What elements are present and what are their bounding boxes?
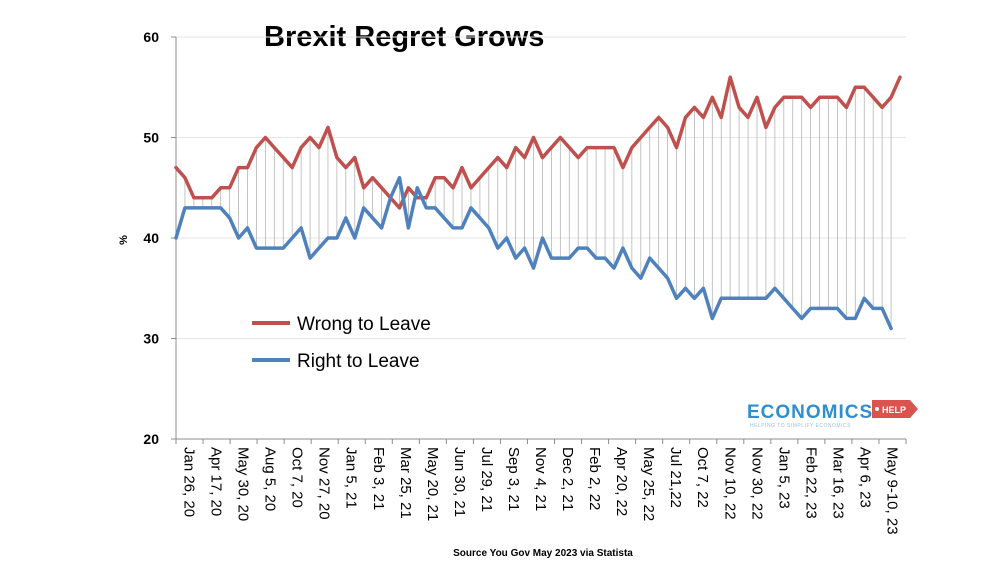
y-tick-label-40: 40 <box>143 230 159 246</box>
series-lines <box>174 75 902 331</box>
x-tick-label: Mar 16, 23 <box>829 447 846 519</box>
x-tick-label: Feb 22, 23 <box>802 447 819 519</box>
x-tick-label: Jul 21,22 <box>667 447 684 508</box>
x-tick-label: Apr 20, 22 <box>613 447 630 516</box>
x-tick-label: May 30, 20 <box>235 447 252 521</box>
x-tick-label: Jan 5, 23 <box>775 447 792 509</box>
x-tick-labels: Jan 26, 20 Apr 17, 20 May 30, 20 Aug 5, 20 O… <box>181 447 901 535</box>
y-tick-label-30: 30 <box>143 331 159 347</box>
x-tick-label: Nov 4, 21 <box>532 447 549 511</box>
logo-badge-shape <box>872 400 918 418</box>
x-tick-label: Nov 30, 22 <box>748 447 765 520</box>
x-tick-label: Mar 25, 21 <box>397 447 414 519</box>
x-tick-label: Sep 3, 21 <box>505 447 522 511</box>
legend: Wrong to Leave Right to Leave <box>252 314 431 372</box>
logo-tagline: HELPING TO SIMPLIFY ECONOMICS <box>750 423 851 429</box>
series-line-right-to-leave <box>174 175 893 331</box>
x-tick-label: Dec 2, 21 <box>559 447 576 511</box>
drop-lines <box>175 77 892 329</box>
series-line-wrong-to-leave <box>174 75 902 210</box>
x-tick-label: Nov 27, 20 <box>316 447 333 520</box>
x-tick-label: Apr 17, 20 <box>208 447 225 516</box>
economics-help-logo: ECONOMICS HELP HELPING TO SIMPLIFY ECONO… <box>747 400 918 429</box>
y-tick-label-60: 60 <box>143 29 159 45</box>
gridlines <box>176 36 906 339</box>
x-tick-label: Oct 7, 22 <box>694 447 711 508</box>
x-tick-label: May 9-10, 23 <box>883 447 900 535</box>
x-tick-label: Jan 5, 21 <box>343 447 360 509</box>
x-tick-label: May 20, 21 <box>424 447 441 521</box>
logo-name: ECONOMICS <box>747 402 873 423</box>
x-tick-label: Apr 6, 23 <box>856 447 873 508</box>
x-tick-label: May 25, 22 <box>640 447 657 521</box>
legend-label-right-to-leave: Right to Leave <box>297 351 420 372</box>
x-tick-label: Feb 2, 22 <box>586 447 603 510</box>
x-tick-label: Nov 10, 22 <box>721 447 738 520</box>
source-note: Source You Gov May 2023 via Statista <box>453 548 633 559</box>
x-tick-label: Jan 26, 20 <box>181 447 198 517</box>
x-tick-label: Jul 29, 21 <box>478 447 495 512</box>
y-tick-label-20: 20 <box>143 431 159 447</box>
y-axis-label: % <box>118 235 130 245</box>
logo-badge-hole <box>875 407 879 411</box>
legend-label-wrong-to-leave: Wrong to Leave <box>297 314 431 335</box>
x-tick-label: Oct 7, 20 <box>289 447 306 508</box>
x-tick-label: Jun 30, 21 <box>451 447 468 517</box>
logo-badge-text: HELP <box>882 405 906 415</box>
y-tick-labels: 20 30 40 50 60 <box>143 29 159 447</box>
x-tick-label: Feb 3, 21 <box>370 447 387 510</box>
y-tick-label-50: 50 <box>143 130 159 146</box>
x-tick-label: Aug 5, 20 <box>262 447 279 511</box>
